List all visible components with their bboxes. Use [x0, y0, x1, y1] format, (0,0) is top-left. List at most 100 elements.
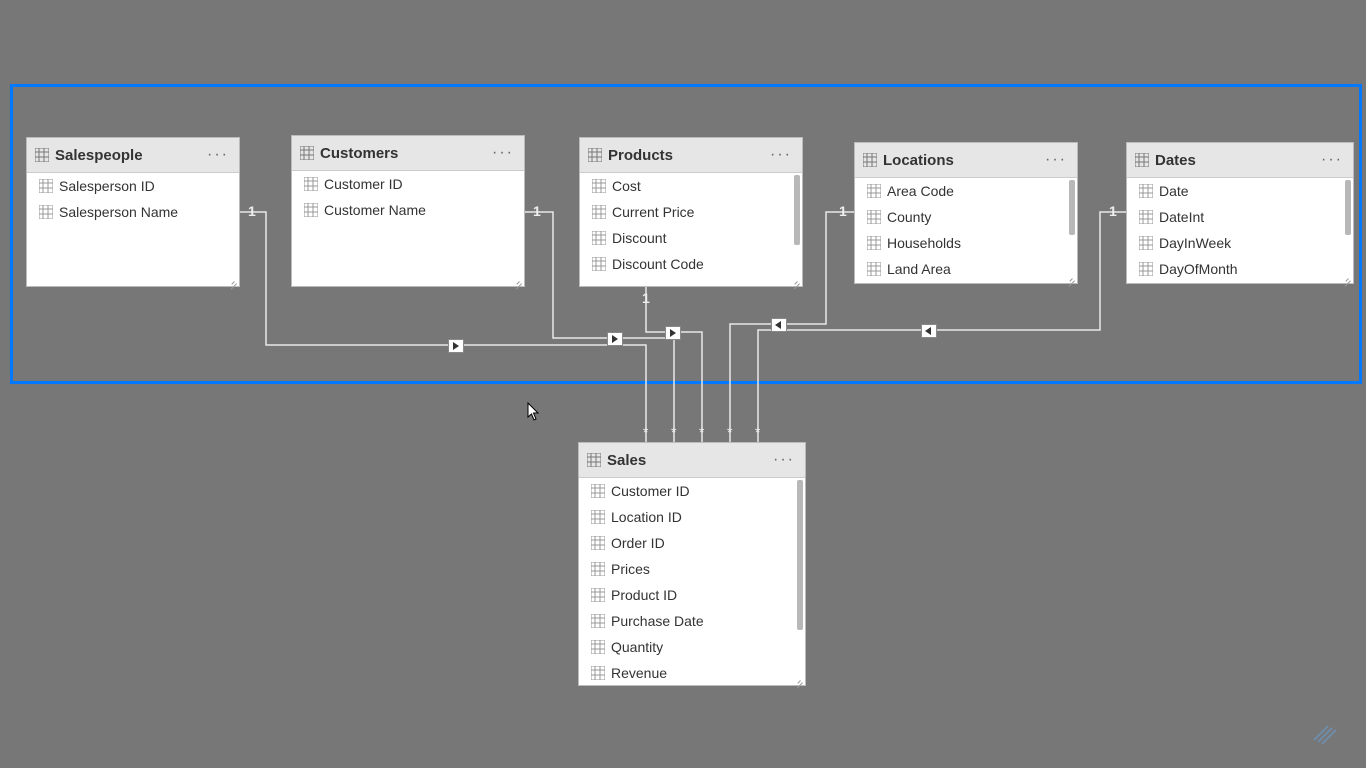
- cardinality-one: 1: [642, 290, 650, 306]
- field-row[interactable]: DayInWeek: [1127, 230, 1353, 256]
- field-row[interactable]: County: [855, 204, 1077, 230]
- table-icon: [300, 146, 314, 160]
- field-icon: [592, 179, 606, 193]
- field-icon: [867, 262, 881, 276]
- field-label: County: [887, 209, 931, 225]
- field-label: DateInt: [1159, 209, 1204, 225]
- field-row[interactable]: Discount: [580, 225, 802, 251]
- cardinality-many: *: [643, 424, 648, 440]
- field-row[interactable]: Salesperson Name: [27, 199, 239, 225]
- resize-handle[interactable]: [227, 274, 237, 284]
- field-row[interactable]: Land Area: [855, 256, 1077, 282]
- field-icon: [39, 179, 53, 193]
- field-icon: [592, 231, 606, 245]
- filter-direction-arrow[interactable]: [921, 324, 937, 338]
- field-label: DayOfMonth: [1159, 261, 1238, 277]
- table-header[interactable]: Sales ···: [579, 443, 805, 478]
- table-body: Area Code County Households Land Area: [855, 178, 1077, 284]
- scrollbar[interactable]: [1345, 180, 1351, 235]
- field-icon: [592, 257, 606, 271]
- cardinality-many: *: [699, 424, 704, 440]
- field-icon: [304, 203, 318, 217]
- resize-handle[interactable]: [793, 673, 803, 683]
- field-row[interactable]: Customer Name: [292, 197, 524, 223]
- field-label: Area Code: [887, 183, 954, 199]
- field-label: Revenue: [611, 665, 667, 681]
- field-icon: [591, 484, 605, 498]
- filter-direction-arrow[interactable]: [665, 326, 681, 340]
- field-row[interactable]: Current Price: [580, 199, 802, 225]
- field-row[interactable]: Date: [1127, 178, 1353, 204]
- field-row[interactable]: Location ID: [579, 504, 805, 530]
- table-header[interactable]: Products ···: [580, 138, 802, 173]
- field-row[interactable]: Customer ID: [579, 478, 805, 504]
- field-icon: [867, 236, 881, 250]
- table-sales[interactable]: Sales ··· Customer ID Location ID Order …: [578, 442, 806, 686]
- table-header[interactable]: Customers ···: [292, 136, 524, 171]
- table-title: Sales: [607, 452, 771, 469]
- field-label: Salesperson Name: [59, 204, 178, 220]
- resize-handle[interactable]: [1341, 271, 1351, 281]
- field-row[interactable]: Product ID: [579, 582, 805, 608]
- field-icon: [592, 205, 606, 219]
- table-dates[interactable]: Dates ··· Date DateInt DayInWeek DayOfMo…: [1126, 142, 1354, 284]
- field-row[interactable]: Cost: [580, 173, 802, 199]
- table-salespeople[interactable]: Salespeople ··· Salesperson ID Salespers…: [26, 137, 240, 287]
- table-products[interactable]: Products ··· Cost Current Price Discount…: [579, 137, 803, 287]
- watermark-logo-icon: [1306, 718, 1346, 748]
- field-row[interactable]: Customer ID: [292, 171, 524, 197]
- field-row[interactable]: Quantity: [579, 634, 805, 660]
- resize-handle[interactable]: [512, 274, 522, 284]
- field-row[interactable]: Revenue: [579, 660, 805, 686]
- table-title: Products: [608, 147, 768, 164]
- field-label: Current Price: [612, 204, 694, 220]
- field-icon: [591, 588, 605, 602]
- table-menu-icon[interactable]: ···: [771, 455, 797, 465]
- field-row[interactable]: DateInt: [1127, 204, 1353, 230]
- resize-handle[interactable]: [790, 274, 800, 284]
- table-menu-icon[interactable]: ···: [768, 150, 794, 160]
- filter-direction-arrow[interactable]: [607, 332, 623, 346]
- table-header[interactable]: Dates ···: [1127, 143, 1353, 178]
- field-row[interactable]: Discount Code: [580, 251, 802, 277]
- field-label: Discount Code: [612, 256, 704, 272]
- resize-handle[interactable]: [1065, 271, 1075, 281]
- table-title: Salespeople: [55, 147, 205, 164]
- cardinality-one: 1: [839, 203, 847, 219]
- field-label: Discount: [612, 230, 666, 246]
- table-body: Cost Current Price Discount Discount Cod…: [580, 173, 802, 287]
- cardinality-many: *: [671, 424, 676, 440]
- table-menu-icon[interactable]: ···: [1319, 155, 1345, 165]
- field-row[interactable]: Area Code: [855, 178, 1077, 204]
- field-label: Location ID: [611, 509, 682, 525]
- field-icon: [1139, 210, 1153, 224]
- scrollbar[interactable]: [1069, 180, 1075, 235]
- field-row[interactable]: Purchase Date: [579, 608, 805, 634]
- table-menu-icon[interactable]: ···: [1043, 155, 1069, 165]
- field-label: Quantity: [611, 639, 663, 655]
- table-body: Customer ID Customer Name: [292, 171, 524, 287]
- field-label: Date: [1159, 183, 1189, 199]
- field-label: Customer Name: [324, 202, 426, 218]
- filter-direction-arrow[interactable]: [771, 318, 787, 332]
- field-row[interactable]: Order ID: [579, 530, 805, 556]
- table-menu-icon[interactable]: ···: [490, 148, 516, 158]
- table-menu-icon[interactable]: ···: [205, 150, 231, 160]
- scrollbar[interactable]: [797, 480, 803, 630]
- field-icon: [867, 210, 881, 224]
- field-row[interactable]: Prices: [579, 556, 805, 582]
- table-locations[interactable]: Locations ··· Area Code County Household…: [854, 142, 1078, 284]
- filter-direction-arrow[interactable]: [448, 339, 464, 353]
- table-customers[interactable]: Customers ··· Customer ID Customer Name: [291, 135, 525, 287]
- field-icon: [867, 184, 881, 198]
- scrollbar[interactable]: [794, 175, 800, 245]
- field-row[interactable]: Salesperson ID: [27, 173, 239, 199]
- table-header[interactable]: Locations ···: [855, 143, 1077, 178]
- table-title: Locations: [883, 152, 1043, 169]
- cardinality-many: *: [727, 424, 732, 440]
- field-icon: [304, 177, 318, 191]
- field-row[interactable]: DayOfMonth: [1127, 256, 1353, 282]
- field-row[interactable]: Households: [855, 230, 1077, 256]
- table-icon: [587, 453, 601, 467]
- table-header[interactable]: Salespeople ···: [27, 138, 239, 173]
